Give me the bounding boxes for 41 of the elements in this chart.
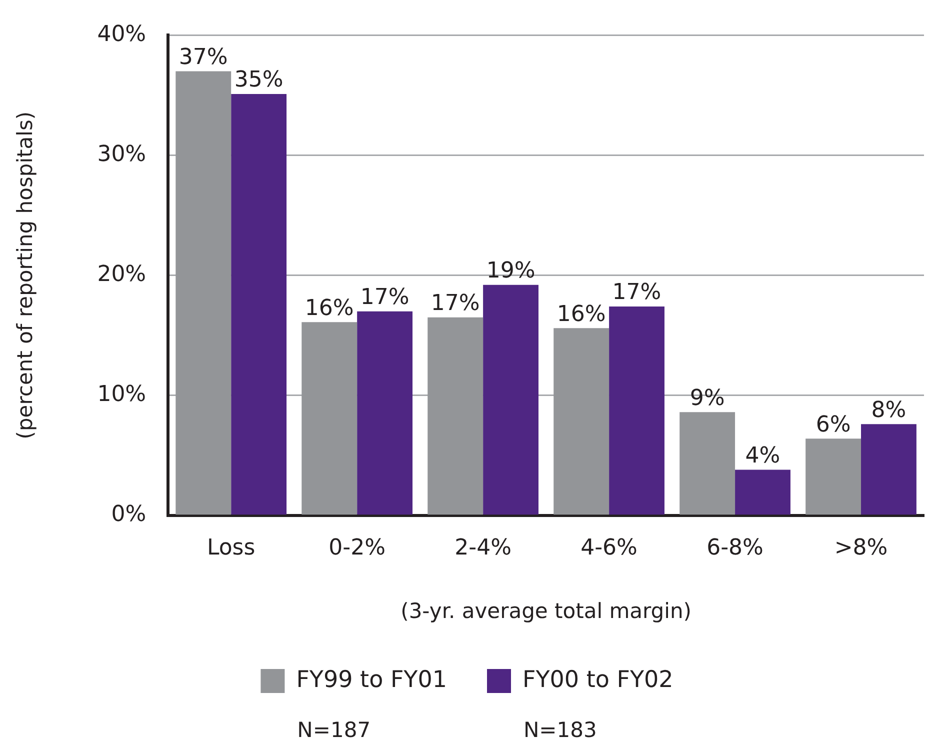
legend-label: FY00 to FY02: [522, 666, 674, 693]
bar: [428, 317, 484, 515]
bar: [735, 470, 790, 515]
bar: [806, 438, 862, 515]
bar: [861, 424, 916, 515]
data-label: 16%: [556, 302, 606, 327]
x-tick-label: 4-6%: [580, 535, 638, 560]
data-label: 17%: [612, 280, 662, 306]
text: N=183: [523, 718, 597, 742]
data-label: 16%: [304, 296, 354, 321]
data-label: 17%: [360, 285, 410, 310]
bar: [609, 306, 664, 515]
x-tick-label: 0-2%: [328, 535, 386, 560]
x-tick-label: >8%: [834, 535, 888, 560]
data-label: 6%: [816, 412, 851, 438]
x-tick-label: 6-8%: [706, 535, 764, 560]
bar: [680, 412, 736, 515]
y-tick-label: 40%: [97, 22, 146, 47]
y-tick-label: 20%: [97, 262, 146, 288]
y-tick-label: 0%: [111, 502, 146, 528]
data-label: 8%: [871, 398, 906, 423]
bar: [554, 328, 610, 515]
bar: [357, 311, 413, 515]
text: N=187: [297, 718, 371, 742]
data-label: 35%: [234, 68, 284, 93]
bar: [483, 284, 538, 515]
x-axis-title: (3-yr. average total margin): [400, 598, 692, 623]
legend-label: FY99 to FY01: [296, 666, 448, 693]
y-tick-label: 10%: [97, 382, 146, 408]
x-tick-label: Loss: [206, 535, 256, 560]
data-label: 9%: [690, 386, 725, 411]
data-label: 19%: [486, 258, 536, 284]
y-tick-label: 30%: [97, 142, 146, 167]
data-label: 4%: [745, 444, 780, 468]
data-label: 17%: [430, 291, 480, 316]
data-label: 37%: [178, 44, 228, 70]
bar: [176, 71, 232, 515]
y-axis-title: (percent of reporting hospitals): [13, 111, 38, 440]
bar: [231, 94, 287, 515]
x-tick-label: 2-4%: [454, 535, 512, 560]
bar: [302, 322, 358, 515]
